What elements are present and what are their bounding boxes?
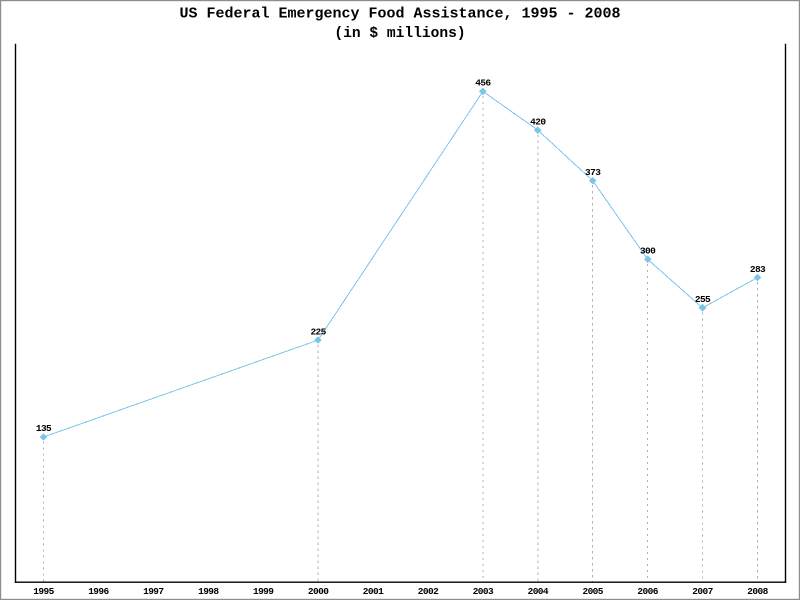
svg-text:2005: 2005 (582, 586, 603, 597)
svg-text:225: 225 (310, 326, 326, 337)
svg-text:2000: 2000 (308, 586, 329, 597)
svg-text:2001: 2001 (363, 586, 384, 597)
svg-text:2007: 2007 (692, 586, 713, 597)
svg-text:1997: 1997 (143, 586, 164, 597)
svg-text:1999: 1999 (253, 586, 274, 597)
svg-text:2002: 2002 (418, 586, 439, 597)
svg-text:1998: 1998 (198, 586, 219, 597)
svg-text:US Federal Emergency Food Assi: US Federal Emergency Food Assistance, 19… (179, 6, 620, 23)
svg-text:1996: 1996 (88, 586, 109, 597)
svg-text:1995: 1995 (33, 586, 54, 597)
svg-text:456: 456 (475, 78, 491, 89)
svg-text:2008: 2008 (747, 586, 768, 597)
svg-text:283: 283 (750, 264, 766, 275)
svg-text:300: 300 (640, 246, 656, 257)
svg-text:373: 373 (585, 167, 601, 178)
svg-text:255: 255 (695, 294, 711, 305)
svg-text:(in $ millions): (in $ millions) (334, 26, 465, 42)
svg-text:2006: 2006 (637, 586, 658, 597)
svg-text:2004: 2004 (528, 586, 549, 597)
svg-text:420: 420 (530, 116, 546, 127)
svg-text:2003: 2003 (473, 586, 494, 597)
svg-text:135: 135 (36, 423, 52, 434)
